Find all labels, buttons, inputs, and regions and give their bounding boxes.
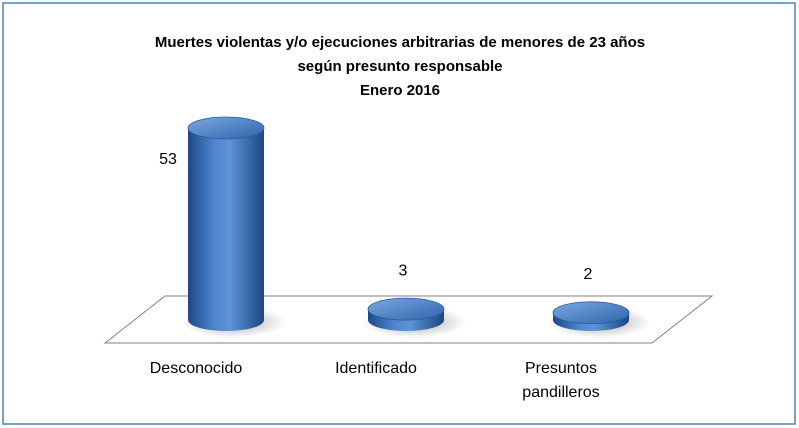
bar-top [367, 297, 445, 321]
x-tick-label: Desconocido [150, 360, 243, 377]
chart-title: según presunto responsable [297, 58, 502, 75]
bar [367, 297, 445, 331]
chart-title: Muertes violentas y/o ejecuciones arbitr… [155, 34, 645, 51]
bar [187, 116, 265, 331]
data-label: 3 [399, 262, 408, 279]
x-tick-label: Identificado [335, 360, 417, 377]
data-label: 2 [584, 266, 593, 283]
bar [552, 301, 630, 331]
chart-title: Enero 2016 [360, 82, 440, 99]
bar-top [552, 301, 630, 325]
x-tick-label: Presuntos pandilleros [522, 360, 599, 401]
data-label: 53 [159, 151, 177, 168]
bar-top [187, 116, 265, 140]
bar-body [188, 128, 264, 331]
